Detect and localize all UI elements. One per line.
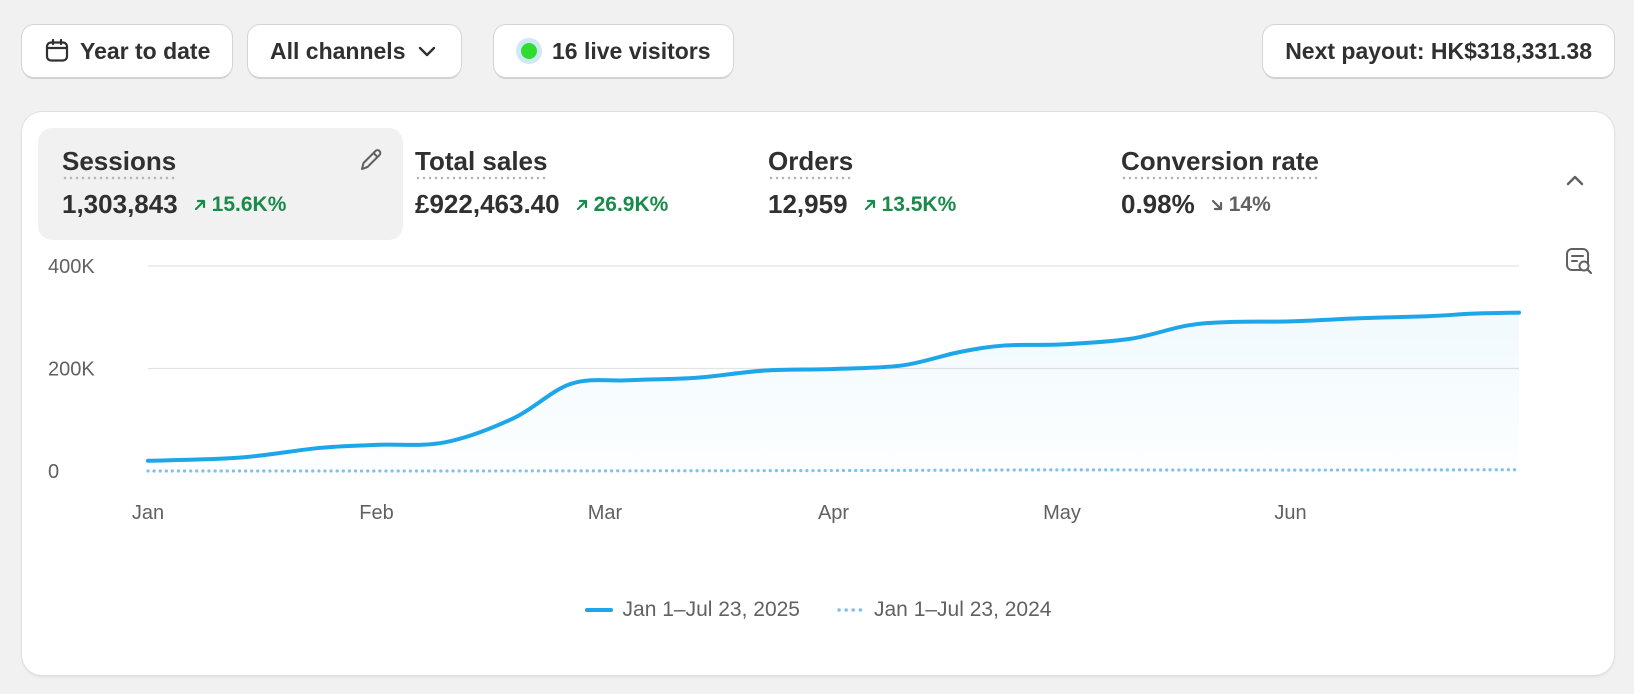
metric-delta-value: 15.6K%: [211, 192, 287, 216]
series-line-2025: [146, 310, 1521, 463]
metric-delta-value: 13.5K%: [881, 192, 957, 216]
live-visitors-button[interactable]: 16 live visitors: [494, 25, 733, 77]
next-payout-label: Next payout: HK$318,331.38: [1285, 37, 1592, 64]
metric-value: 12,959: [768, 189, 848, 219]
metric-value: £922,463.40: [415, 189, 560, 219]
legend-item-previous[interactable]: Jan 1–Jul 23, 2024: [836, 598, 1051, 622]
y-tick-label: 200K: [48, 359, 95, 381]
metric-title[interactable]: Total sales: [415, 146, 548, 180]
metric-delta-value: 26.9K%: [593, 192, 669, 216]
metric-title[interactable]: Orders: [768, 146, 854, 180]
x-tick-label: May: [1043, 502, 1081, 524]
arrow-up-right-icon: [864, 199, 875, 210]
metric-title[interactable]: Conversion rate: [1121, 146, 1319, 180]
x-tick-label: Mar: [588, 502, 623, 524]
y-tick-label: 0: [48, 461, 59, 483]
metric-tab-orders[interactable]: Orders 12,959 13.5K%: [744, 128, 1109, 240]
legend-label: Jan 1–Jul 23, 2024: [874, 598, 1052, 621]
pencil-icon[interactable]: [357, 146, 385, 179]
live-visitors-label: 16 live visitors: [552, 37, 711, 64]
metric-delta: 14%: [1209, 193, 1271, 217]
sessions-line-chart: 0 200K 400K Jan Feb Mar Apr May Jun: [48, 256, 1521, 524]
metric-delta: 26.9K%: [574, 192, 669, 217]
metric-delta-value: 14%: [1228, 192, 1271, 216]
channels-label: All channels: [270, 37, 406, 64]
chart-legend: Jan 1–Jul 23, 2025 Jan 1–Jul 23, 2024: [22, 598, 1614, 622]
legend-label: Jan 1–Jul 23, 2025: [622, 598, 800, 621]
metric-delta: 15.6K%: [192, 192, 287, 217]
date-range-button[interactable]: Year to date: [22, 25, 233, 77]
series-area-2025: [148, 312, 1519, 471]
analytics-card: Sessions 1,303,843 15.6K% Total sales £9…: [22, 112, 1614, 675]
legend-item-current[interactable]: Jan 1–Jul 23, 2025: [584, 598, 800, 622]
x-tick-label: Jan: [132, 502, 164, 524]
arrow-up-right-icon: [194, 199, 205, 210]
arrow-up-right-icon: [576, 199, 587, 210]
metric-delta: 13.5K%: [862, 192, 957, 217]
x-tick-label: Apr: [818, 502, 849, 524]
channels-dropdown[interactable]: All channels: [248, 25, 462, 77]
live-indicator-icon: [516, 38, 542, 64]
metric-tab-total-sales[interactable]: Total sales £922,463.40 26.9K%: [391, 128, 756, 240]
metric-tab-sessions[interactable]: Sessions 1,303,843 15.6K%: [38, 128, 403, 240]
date-range-label: Year to date: [80, 37, 211, 64]
legend-solid-line-icon: [584, 608, 613, 612]
chevron-down-icon: [415, 39, 439, 63]
metric-value: 0.98%: [1121, 189, 1195, 219]
x-tick-label: Jun: [1274, 502, 1306, 524]
arrow-down-right-icon: [1211, 199, 1222, 210]
chart-search-icon[interactable]: [1564, 246, 1594, 281]
metric-value: 1,303,843: [62, 189, 178, 219]
chevron-up-icon[interactable]: [1562, 168, 1588, 199]
x-tick-label: Feb: [359, 502, 393, 524]
legend-dotted-line-icon: [837, 608, 864, 612]
metric-title[interactable]: Sessions: [62, 146, 177, 180]
next-payout-button[interactable]: Next payout: HK$318,331.38: [1263, 25, 1614, 77]
y-tick-label: 400K: [48, 256, 95, 278]
metric-tab-conversion-rate[interactable]: Conversion rate 0.98% 14%: [1097, 128, 1462, 240]
calendar-icon: [44, 38, 70, 64]
